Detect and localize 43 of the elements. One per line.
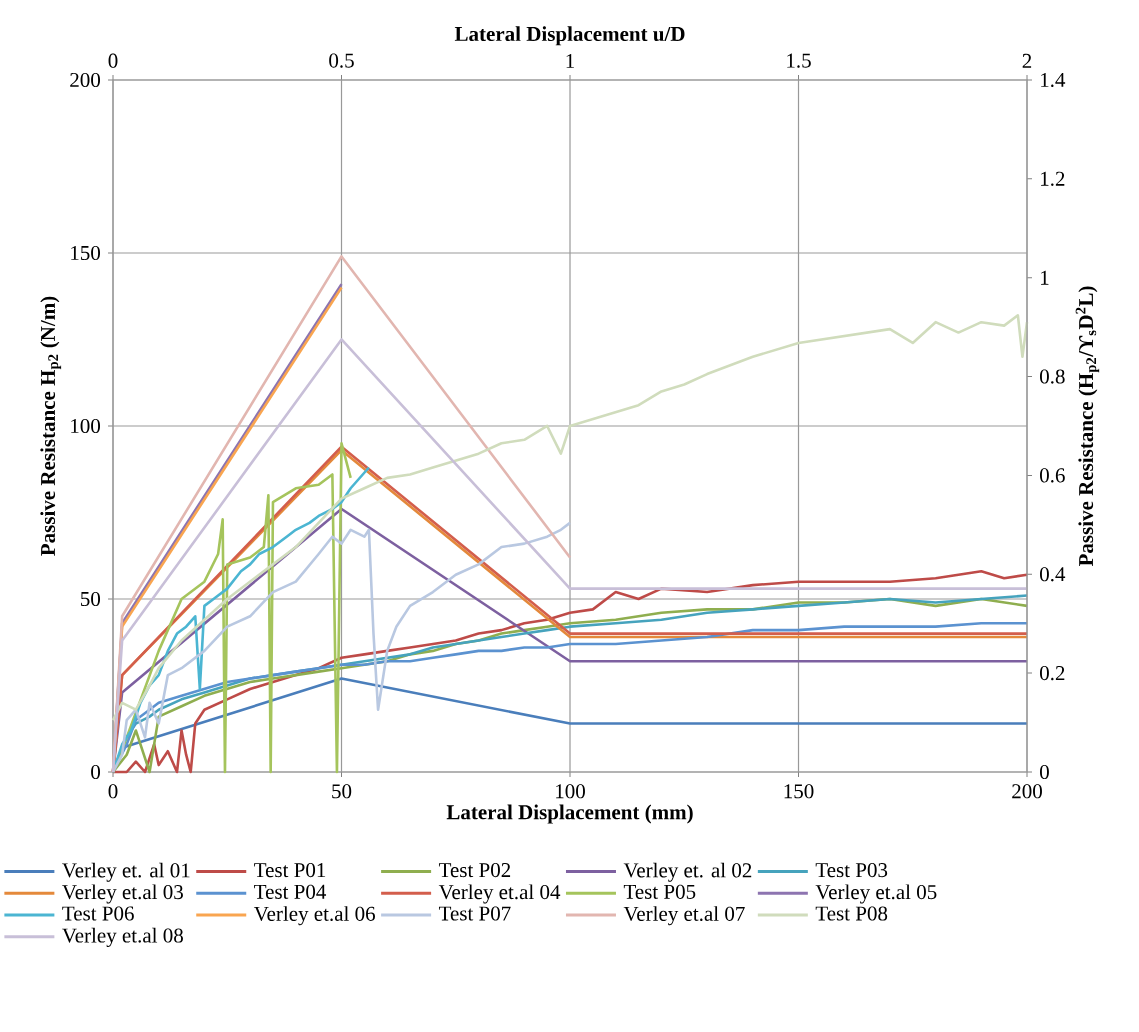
x2-tick-label: 0 [108, 53, 118, 68]
legend-label: Test P05 [623, 884, 696, 899]
x2-tick-label: 1 [566, 53, 574, 68]
legend-label: Test P01 [254, 863, 326, 878]
x2-tick-label: 0.5 [329, 53, 354, 68]
x2-axis-title: Lateral Displacement u/D [454, 26, 685, 46]
y2-tick-label: 1.4 [1041, 72, 1066, 88]
y-tick-label: 50 [81, 591, 101, 607]
x-axis-title: Lateral Displacement (mm) [446, 804, 693, 824]
legend-label: Verley et.al 05 [815, 884, 937, 904]
x-tick-label: 50 [332, 784, 352, 799]
x-tick-label: 0 [108, 784, 118, 799]
legend-label: Verley et. al 02 [623, 862, 752, 882]
y2-tick-label: 0.4 [1040, 567, 1066, 582]
y2-tick-label: 0.6 [1040, 468, 1065, 483]
legend-label: Test P07 [438, 906, 511, 921]
legend-label: Test P08 [815, 906, 888, 921]
legend-label: Verley et.al 06 [253, 906, 376, 926]
legend-label: Verley et.al 04 [438, 884, 561, 904]
x-tick-label: 100 [556, 784, 585, 799]
y2-tick-label: 0.8 [1040, 369, 1065, 384]
y-axis-title: Passive Resistance H$_{p2}$ (N/m) [40, 296, 62, 556]
legend-label: Test P06 [62, 906, 134, 921]
legend-label: Verley et.al 08 [62, 927, 183, 947]
y-tick-label: 200 [70, 72, 101, 88]
y2-tick-label: 1.2 [1041, 171, 1065, 186]
y-tick-label: 150 [71, 245, 101, 261]
y2-axis-title: Passive Resistance (H$_{p2}$/ϒ$_{s}$D$^{2}$L) [1075, 286, 1100, 567]
legend-label: Test P02 [438, 863, 511, 878]
x2-tick-label: 2 [1022, 53, 1032, 68]
y-tick-label: 100 [71, 418, 101, 434]
legend-label: Verley et.al 03 [62, 884, 183, 904]
x-tick-label: 150 [784, 784, 814, 799]
legend-label: Test P04 [254, 884, 327, 899]
y2-tick-label: 0.2 [1040, 666, 1065, 681]
legend-label: Verley et. al 01 [62, 862, 190, 882]
legend-label: Verley et.al 07 [623, 906, 745, 926]
x-tick-label: 200 [1012, 784, 1042, 799]
y-tick-label: 0 [91, 764, 101, 780]
x2-tick-label: 1.5 [787, 53, 811, 68]
y2-tick-label: 0 [1040, 764, 1049, 780]
legend-label: Test P03 [815, 863, 888, 878]
y2-tick-label: 1 [1041, 270, 1049, 285]
